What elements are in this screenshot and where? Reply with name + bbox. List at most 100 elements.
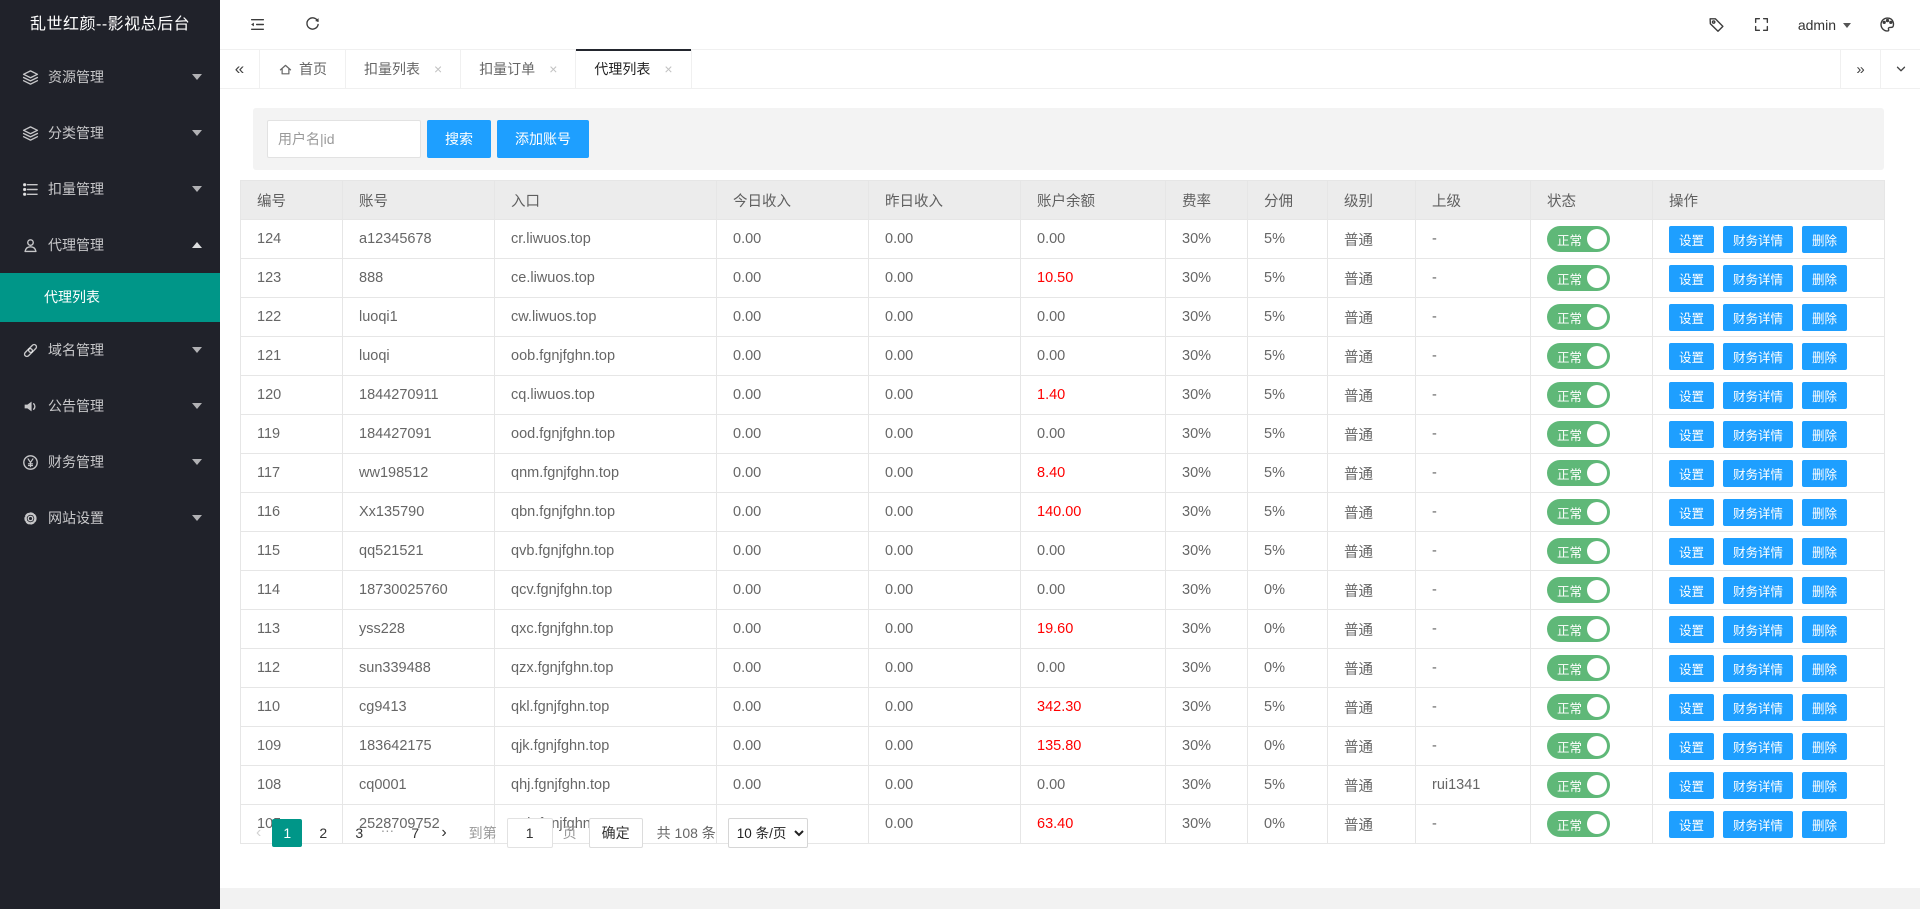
goto-confirm-button[interactable]: 确定 bbox=[588, 818, 643, 848]
refresh-icon[interactable] bbox=[292, 0, 332, 49]
sidebar-item-5[interactable]: 公告管理 bbox=[0, 378, 220, 434]
finance-detail-button[interactable]: 财务详情 bbox=[1723, 615, 1794, 643]
tab-0[interactable]: 首页 bbox=[260, 50, 346, 88]
sidebar-item-1[interactable]: 分类管理 bbox=[0, 105, 220, 161]
close-icon[interactable]: × bbox=[434, 61, 443, 77]
finance-detail-button[interactable]: 财务详情 bbox=[1723, 342, 1794, 370]
status-toggle[interactable]: 正常 bbox=[1547, 382, 1610, 408]
fullscreen-icon[interactable] bbox=[1739, 0, 1784, 49]
status-toggle[interactable]: 正常 bbox=[1547, 499, 1610, 525]
settings-button[interactable]: 设置 bbox=[1669, 810, 1715, 838]
settings-button[interactable]: 设置 bbox=[1669, 537, 1715, 565]
finance-detail-button[interactable]: 财务详情 bbox=[1723, 654, 1794, 682]
finance-detail-button[interactable]: 财务详情 bbox=[1723, 420, 1794, 448]
sidebar-item-0[interactable]: 资源管理 bbox=[0, 49, 220, 105]
delete-button[interactable]: 删除 bbox=[1802, 537, 1848, 565]
settings-button[interactable]: 设置 bbox=[1669, 459, 1715, 487]
user-menu[interactable]: admin bbox=[1784, 0, 1865, 49]
settings-button[interactable]: 设置 bbox=[1669, 576, 1715, 604]
delete-button[interactable]: 删除 bbox=[1802, 732, 1848, 760]
settings-button[interactable]: 设置 bbox=[1669, 693, 1715, 721]
settings-button[interactable]: 设置 bbox=[1669, 264, 1715, 292]
delete-button[interactable]: 删除 bbox=[1802, 810, 1848, 838]
finance-detail-button[interactable]: 财务详情 bbox=[1723, 810, 1794, 838]
finance-detail-button[interactable]: 财务详情 bbox=[1723, 537, 1794, 565]
settings-button[interactable]: 设置 bbox=[1669, 381, 1715, 409]
finance-detail-button[interactable]: 财务详情 bbox=[1723, 303, 1794, 331]
status-toggle[interactable]: 正常 bbox=[1547, 811, 1610, 837]
page-number-7[interactable]: 7 bbox=[411, 825, 420, 841]
tab-1[interactable]: 扣量列表 × bbox=[346, 50, 462, 88]
delete-button[interactable]: 删除 bbox=[1802, 303, 1848, 331]
status-toggle[interactable]: 正常 bbox=[1547, 616, 1610, 642]
delete-button[interactable]: 删除 bbox=[1802, 654, 1848, 682]
status-toggle[interactable]: 正常 bbox=[1547, 421, 1610, 447]
tabs-more-icon[interactable]: » bbox=[1840, 50, 1880, 88]
delete-button[interactable]: 删除 bbox=[1802, 498, 1848, 526]
palette-icon[interactable] bbox=[1865, 0, 1910, 49]
settings-button[interactable]: 设置 bbox=[1669, 654, 1715, 682]
search-button[interactable]: 搜索 bbox=[427, 120, 491, 158]
page-next-icon[interactable]: › bbox=[441, 824, 447, 841]
page-number-3[interactable]: 3 bbox=[355, 825, 364, 841]
add-account-button[interactable]: 添加账号 bbox=[497, 120, 589, 158]
settings-button[interactable]: 设置 bbox=[1669, 420, 1715, 448]
page-prev-icon[interactable]: ‹ bbox=[256, 824, 262, 841]
finance-detail-button[interactable]: 财务详情 bbox=[1723, 459, 1794, 487]
status-toggle[interactable]: 正常 bbox=[1547, 694, 1610, 720]
sidebar-item-6[interactable]: 财务管理 bbox=[0, 434, 220, 490]
goto-page-input[interactable] bbox=[506, 818, 553, 848]
status-toggle[interactable]: 正常 bbox=[1547, 343, 1610, 369]
status-toggle[interactable]: 正常 bbox=[1547, 265, 1610, 291]
status-toggle[interactable]: 正常 bbox=[1547, 772, 1610, 798]
delete-button[interactable]: 删除 bbox=[1802, 459, 1848, 487]
sidebar-item-4[interactable]: 域名管理 bbox=[0, 322, 220, 378]
delete-button[interactable]: 删除 bbox=[1802, 381, 1848, 409]
delete-button[interactable]: 删除 bbox=[1802, 615, 1848, 643]
status-toggle[interactable]: 正常 bbox=[1547, 733, 1610, 759]
collapse-menu-icon[interactable] bbox=[237, 0, 277, 49]
tabs-menu-icon[interactable] bbox=[1880, 50, 1920, 88]
settings-button[interactable]: 设置 bbox=[1669, 732, 1715, 760]
tabs-scroll-left-icon[interactable]: « bbox=[220, 50, 260, 88]
page-number-2[interactable]: 2 bbox=[319, 825, 328, 841]
status-toggle[interactable]: 正常 bbox=[1547, 460, 1610, 486]
page-number-1[interactable]: 1 bbox=[272, 819, 303, 847]
finance-detail-button[interactable]: 财务详情 bbox=[1723, 576, 1794, 604]
delete-button[interactable]: 删除 bbox=[1802, 576, 1848, 604]
search-input[interactable] bbox=[267, 120, 421, 158]
delete-button[interactable]: 删除 bbox=[1802, 693, 1848, 721]
settings-button[interactable]: 设置 bbox=[1669, 303, 1715, 331]
settings-button[interactable]: 设置 bbox=[1669, 615, 1715, 643]
sidebar-item-2[interactable]: 扣量管理 bbox=[0, 161, 220, 217]
finance-detail-button[interactable]: 财务详情 bbox=[1723, 732, 1794, 760]
status-toggle[interactable]: 正常 bbox=[1547, 538, 1610, 564]
delete-button[interactable]: 删除 bbox=[1802, 264, 1848, 292]
settings-button[interactable]: 设置 bbox=[1669, 225, 1715, 253]
finance-detail-button[interactable]: 财务详情 bbox=[1723, 381, 1794, 409]
status-toggle[interactable]: 正常 bbox=[1547, 577, 1610, 603]
finance-detail-button[interactable]: 财务详情 bbox=[1723, 693, 1794, 721]
status-toggle[interactable]: 正常 bbox=[1547, 304, 1610, 330]
sidebar-item-3[interactable]: 代理管理 bbox=[0, 217, 220, 273]
delete-button[interactable]: 删除 bbox=[1802, 225, 1848, 253]
delete-button[interactable]: 删除 bbox=[1802, 771, 1848, 799]
status-toggle[interactable]: 正常 bbox=[1547, 655, 1610, 681]
settings-button[interactable]: 设置 bbox=[1669, 771, 1715, 799]
tab-2[interactable]: 扣量订单 × bbox=[461, 50, 577, 88]
sidebar-item-7[interactable]: 网站设置 bbox=[0, 490, 220, 546]
settings-button[interactable]: 设置 bbox=[1669, 342, 1715, 370]
close-icon[interactable]: × bbox=[664, 61, 673, 77]
status-toggle[interactable]: 正常 bbox=[1547, 226, 1610, 252]
finance-detail-button[interactable]: 财务详情 bbox=[1723, 225, 1794, 253]
tag-icon[interactable] bbox=[1694, 0, 1739, 49]
delete-button[interactable]: 删除 bbox=[1802, 420, 1848, 448]
delete-button[interactable]: 删除 bbox=[1802, 342, 1848, 370]
close-icon[interactable]: × bbox=[549, 61, 558, 77]
sidebar-subitem[interactable]: 代理列表 bbox=[0, 273, 220, 322]
page-size-select[interactable]: 10 条/页 bbox=[727, 818, 808, 848]
tab-3[interactable]: 代理列表 × bbox=[576, 49, 692, 88]
finance-detail-button[interactable]: 财务详情 bbox=[1723, 264, 1794, 292]
settings-button[interactable]: 设置 bbox=[1669, 498, 1715, 526]
finance-detail-button[interactable]: 财务详情 bbox=[1723, 498, 1794, 526]
